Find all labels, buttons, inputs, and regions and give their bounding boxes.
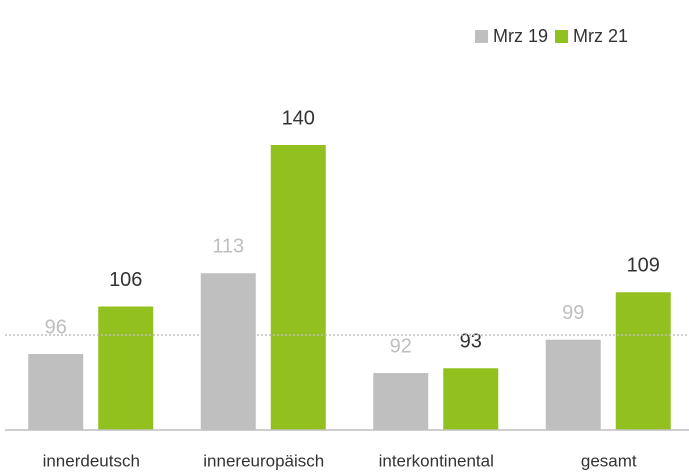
- legend-label: Mrz 19: [493, 26, 548, 46]
- bar: [270, 145, 326, 430]
- legend-swatch: [475, 30, 488, 43]
- x-tick-label: interkontinental: [379, 451, 494, 470]
- data-label: 113: [212, 236, 244, 258]
- legend-label: Mrz 21: [573, 26, 628, 46]
- data-label: 96: [45, 316, 67, 338]
- data-label: 106: [109, 269, 142, 291]
- data-label: 99: [562, 302, 584, 324]
- data-label: 92: [390, 335, 412, 357]
- bar: [200, 273, 256, 430]
- data-label: 93: [460, 331, 482, 353]
- x-tick-label: gesamt: [581, 451, 637, 470]
- data-label: 109: [627, 255, 660, 277]
- data-label: 140: [282, 107, 315, 129]
- bar: [98, 306, 154, 430]
- bar: [373, 373, 429, 430]
- bar: [443, 368, 499, 430]
- bar: [545, 339, 601, 430]
- legend-swatch: [555, 30, 568, 43]
- bar: [28, 354, 84, 430]
- x-tick-label: innerdeutsch: [43, 451, 140, 470]
- bar: [615, 292, 671, 430]
- x-tick-label: innereuropäisch: [203, 451, 324, 470]
